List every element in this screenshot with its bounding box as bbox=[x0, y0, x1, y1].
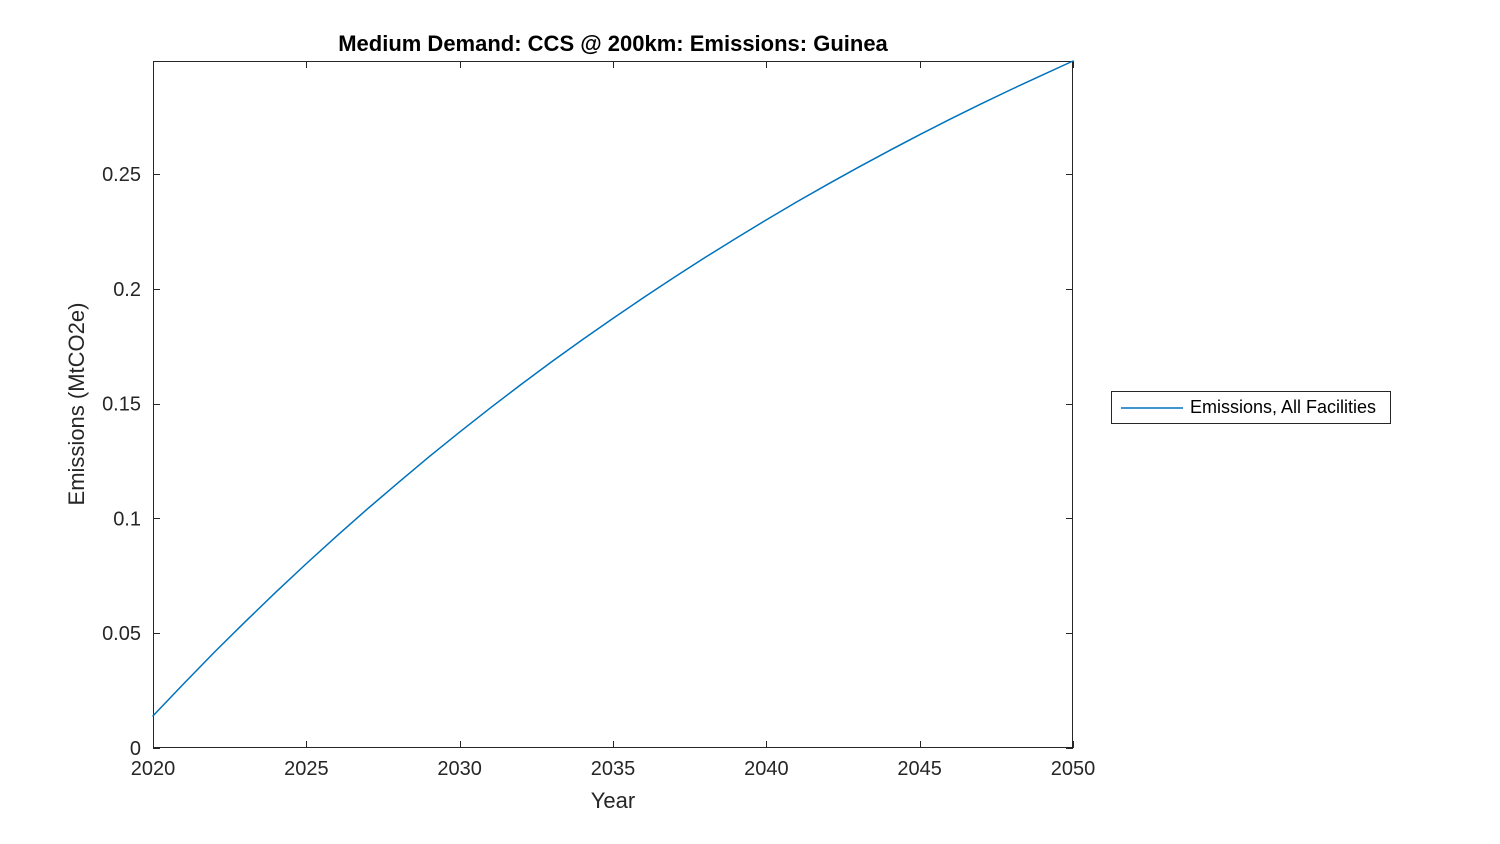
legend-entry-label: Emissions, All Facilities bbox=[1190, 397, 1377, 417]
x-tick-label: 2035 bbox=[591, 758, 636, 780]
x-tick-label: 2040 bbox=[744, 758, 789, 780]
chart-title: Medium Demand: CCS @ 200km: Emissions: G… bbox=[338, 31, 888, 56]
x-axis-label: Year bbox=[590, 788, 636, 813]
legend: Emissions, All Facilities bbox=[1111, 391, 1391, 424]
legend-line-sample bbox=[1121, 406, 1183, 409]
x-tick-label: 2050 bbox=[1051, 758, 1096, 780]
y-tick-label: 0 bbox=[130, 738, 141, 760]
y-tick-label: 0.05 bbox=[102, 623, 141, 645]
series-line bbox=[152, 60, 1074, 717]
x-tick-label: 2030 bbox=[437, 758, 482, 780]
axes-box bbox=[153, 61, 1073, 748]
x-tick-label: 2020 bbox=[131, 758, 176, 780]
y-tick-label: 0.1 bbox=[113, 508, 141, 530]
x-tick-label: 2045 bbox=[897, 758, 942, 780]
y-tick-label: 0.2 bbox=[113, 279, 141, 301]
y-tick-label: 0.15 bbox=[102, 394, 141, 416]
y-tick-label: 0.25 bbox=[102, 164, 141, 186]
x-tick-label: 2025 bbox=[284, 758, 329, 780]
